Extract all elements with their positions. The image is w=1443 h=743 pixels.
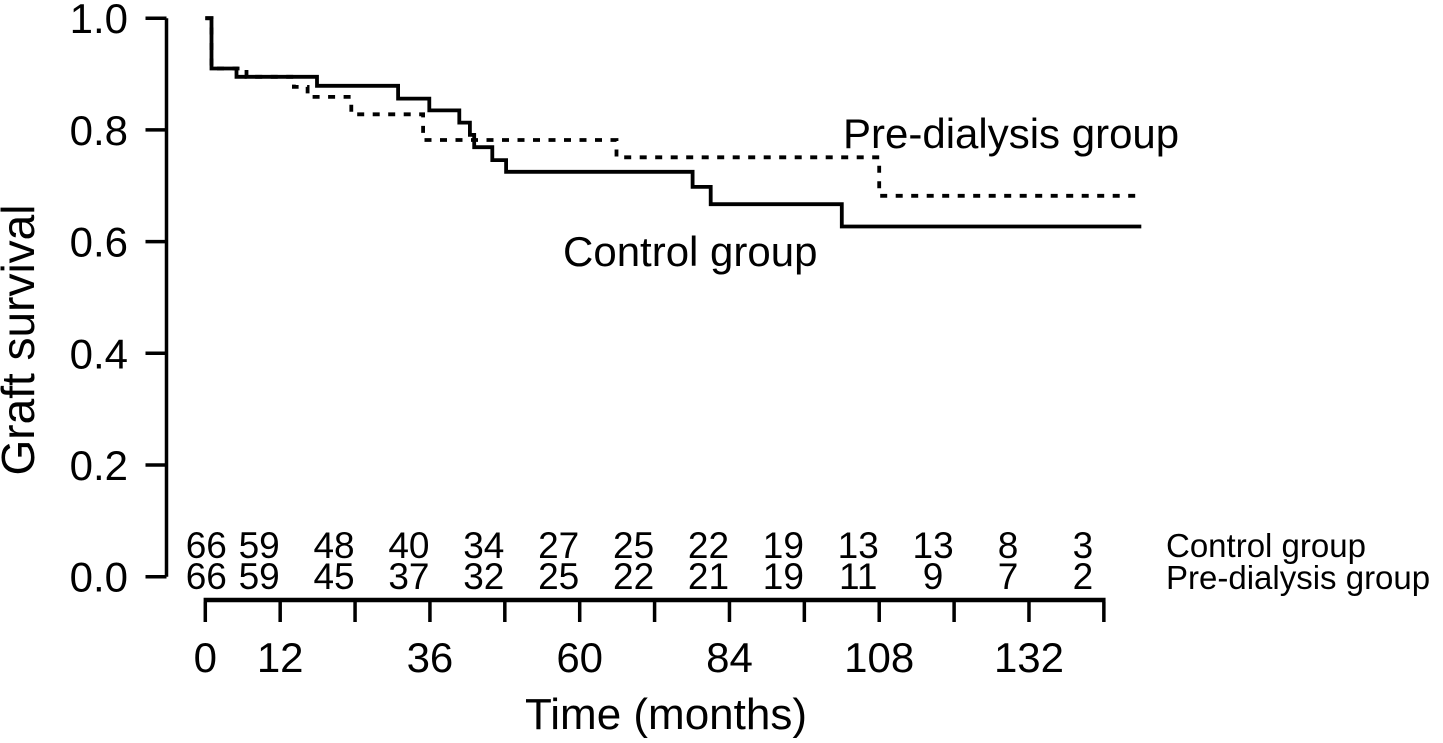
y-tick-label: 0.8 bbox=[70, 107, 128, 154]
x-tick-label: 84 bbox=[706, 634, 753, 681]
at-risk-count: 27 bbox=[538, 525, 579, 566]
at-risk-count: 66 bbox=[186, 525, 227, 566]
at-risk-count: 22 bbox=[688, 525, 729, 566]
x-tick-label: 12 bbox=[257, 634, 304, 681]
at-risk-table-layer: 66 59 48 40 34 27 25 22 19 13 13 8 366 59 45 37 32 25 22 21… bbox=[186, 525, 1093, 597]
at-risk-count: 45 bbox=[313, 556, 354, 597]
x-tick-label: 36 bbox=[407, 634, 454, 681]
at-risk-count: 3 bbox=[1073, 525, 1094, 566]
at-risk-count: 37 bbox=[388, 556, 429, 597]
at-risk-count: 7 bbox=[998, 556, 1019, 597]
at-risk-count: 8 bbox=[998, 525, 1019, 566]
at-risk-count: 21 bbox=[688, 556, 729, 597]
at-risk-count: 25 bbox=[613, 525, 654, 566]
at-risk-count: 59 bbox=[239, 525, 280, 566]
axes-layer: 0.00.20.40.60.81.00 12 36 60 84 108 132 bbox=[70, 0, 1106, 681]
at-risk-count: 19 bbox=[763, 525, 804, 566]
at-risk-count: 32 bbox=[463, 556, 504, 597]
at-risk-row-label-control: Control group bbox=[1166, 527, 1366, 564]
curves-layer bbox=[205, 16, 1142, 229]
at-risk-count: 40 bbox=[388, 525, 429, 566]
x-tick-label: 0 bbox=[194, 634, 217, 681]
at-risk-count: 13 bbox=[838, 525, 879, 566]
at-risk-count: 34 bbox=[463, 525, 504, 566]
x-axis-title: Time (months) bbox=[525, 690, 807, 739]
curve-label-pre-dialysis-group: Pre-dialysis group bbox=[843, 110, 1179, 157]
at-risk-count: 66 bbox=[186, 556, 227, 597]
y-tick-label: 0.2 bbox=[70, 442, 128, 489]
curve-pre-dialysis-group bbox=[205, 16, 1142, 198]
at-risk-count: 11 bbox=[839, 556, 877, 597]
x-tick-label: 132 bbox=[994, 634, 1064, 681]
y-tick-label: 0.6 bbox=[70, 219, 128, 266]
at-risk-count: 2 bbox=[1073, 556, 1094, 597]
at-risk-count: 48 bbox=[313, 525, 354, 566]
at-risk-row-label-pre-dialysis: Pre-dialysis group bbox=[1166, 559, 1430, 596]
at-risk-count: 19 bbox=[763, 556, 804, 597]
at-risk-count: 22 bbox=[613, 556, 654, 597]
at-risk-count: 13 bbox=[913, 525, 954, 566]
at-risk-count: 25 bbox=[538, 556, 579, 597]
y-tick-label: 1.0 bbox=[70, 0, 128, 42]
at-risk-count: 9 bbox=[923, 556, 944, 597]
y-axis-title: Graft survival bbox=[0, 205, 44, 476]
y-tick-label: 0.4 bbox=[70, 330, 128, 377]
x-tick-label: 108 bbox=[844, 634, 914, 681]
y-tick-label: 0.0 bbox=[70, 554, 128, 601]
curve-label-control-group: Control group bbox=[563, 228, 817, 275]
x-tick-label: 60 bbox=[556, 634, 603, 681]
at-risk-count: 59 bbox=[239, 556, 280, 597]
